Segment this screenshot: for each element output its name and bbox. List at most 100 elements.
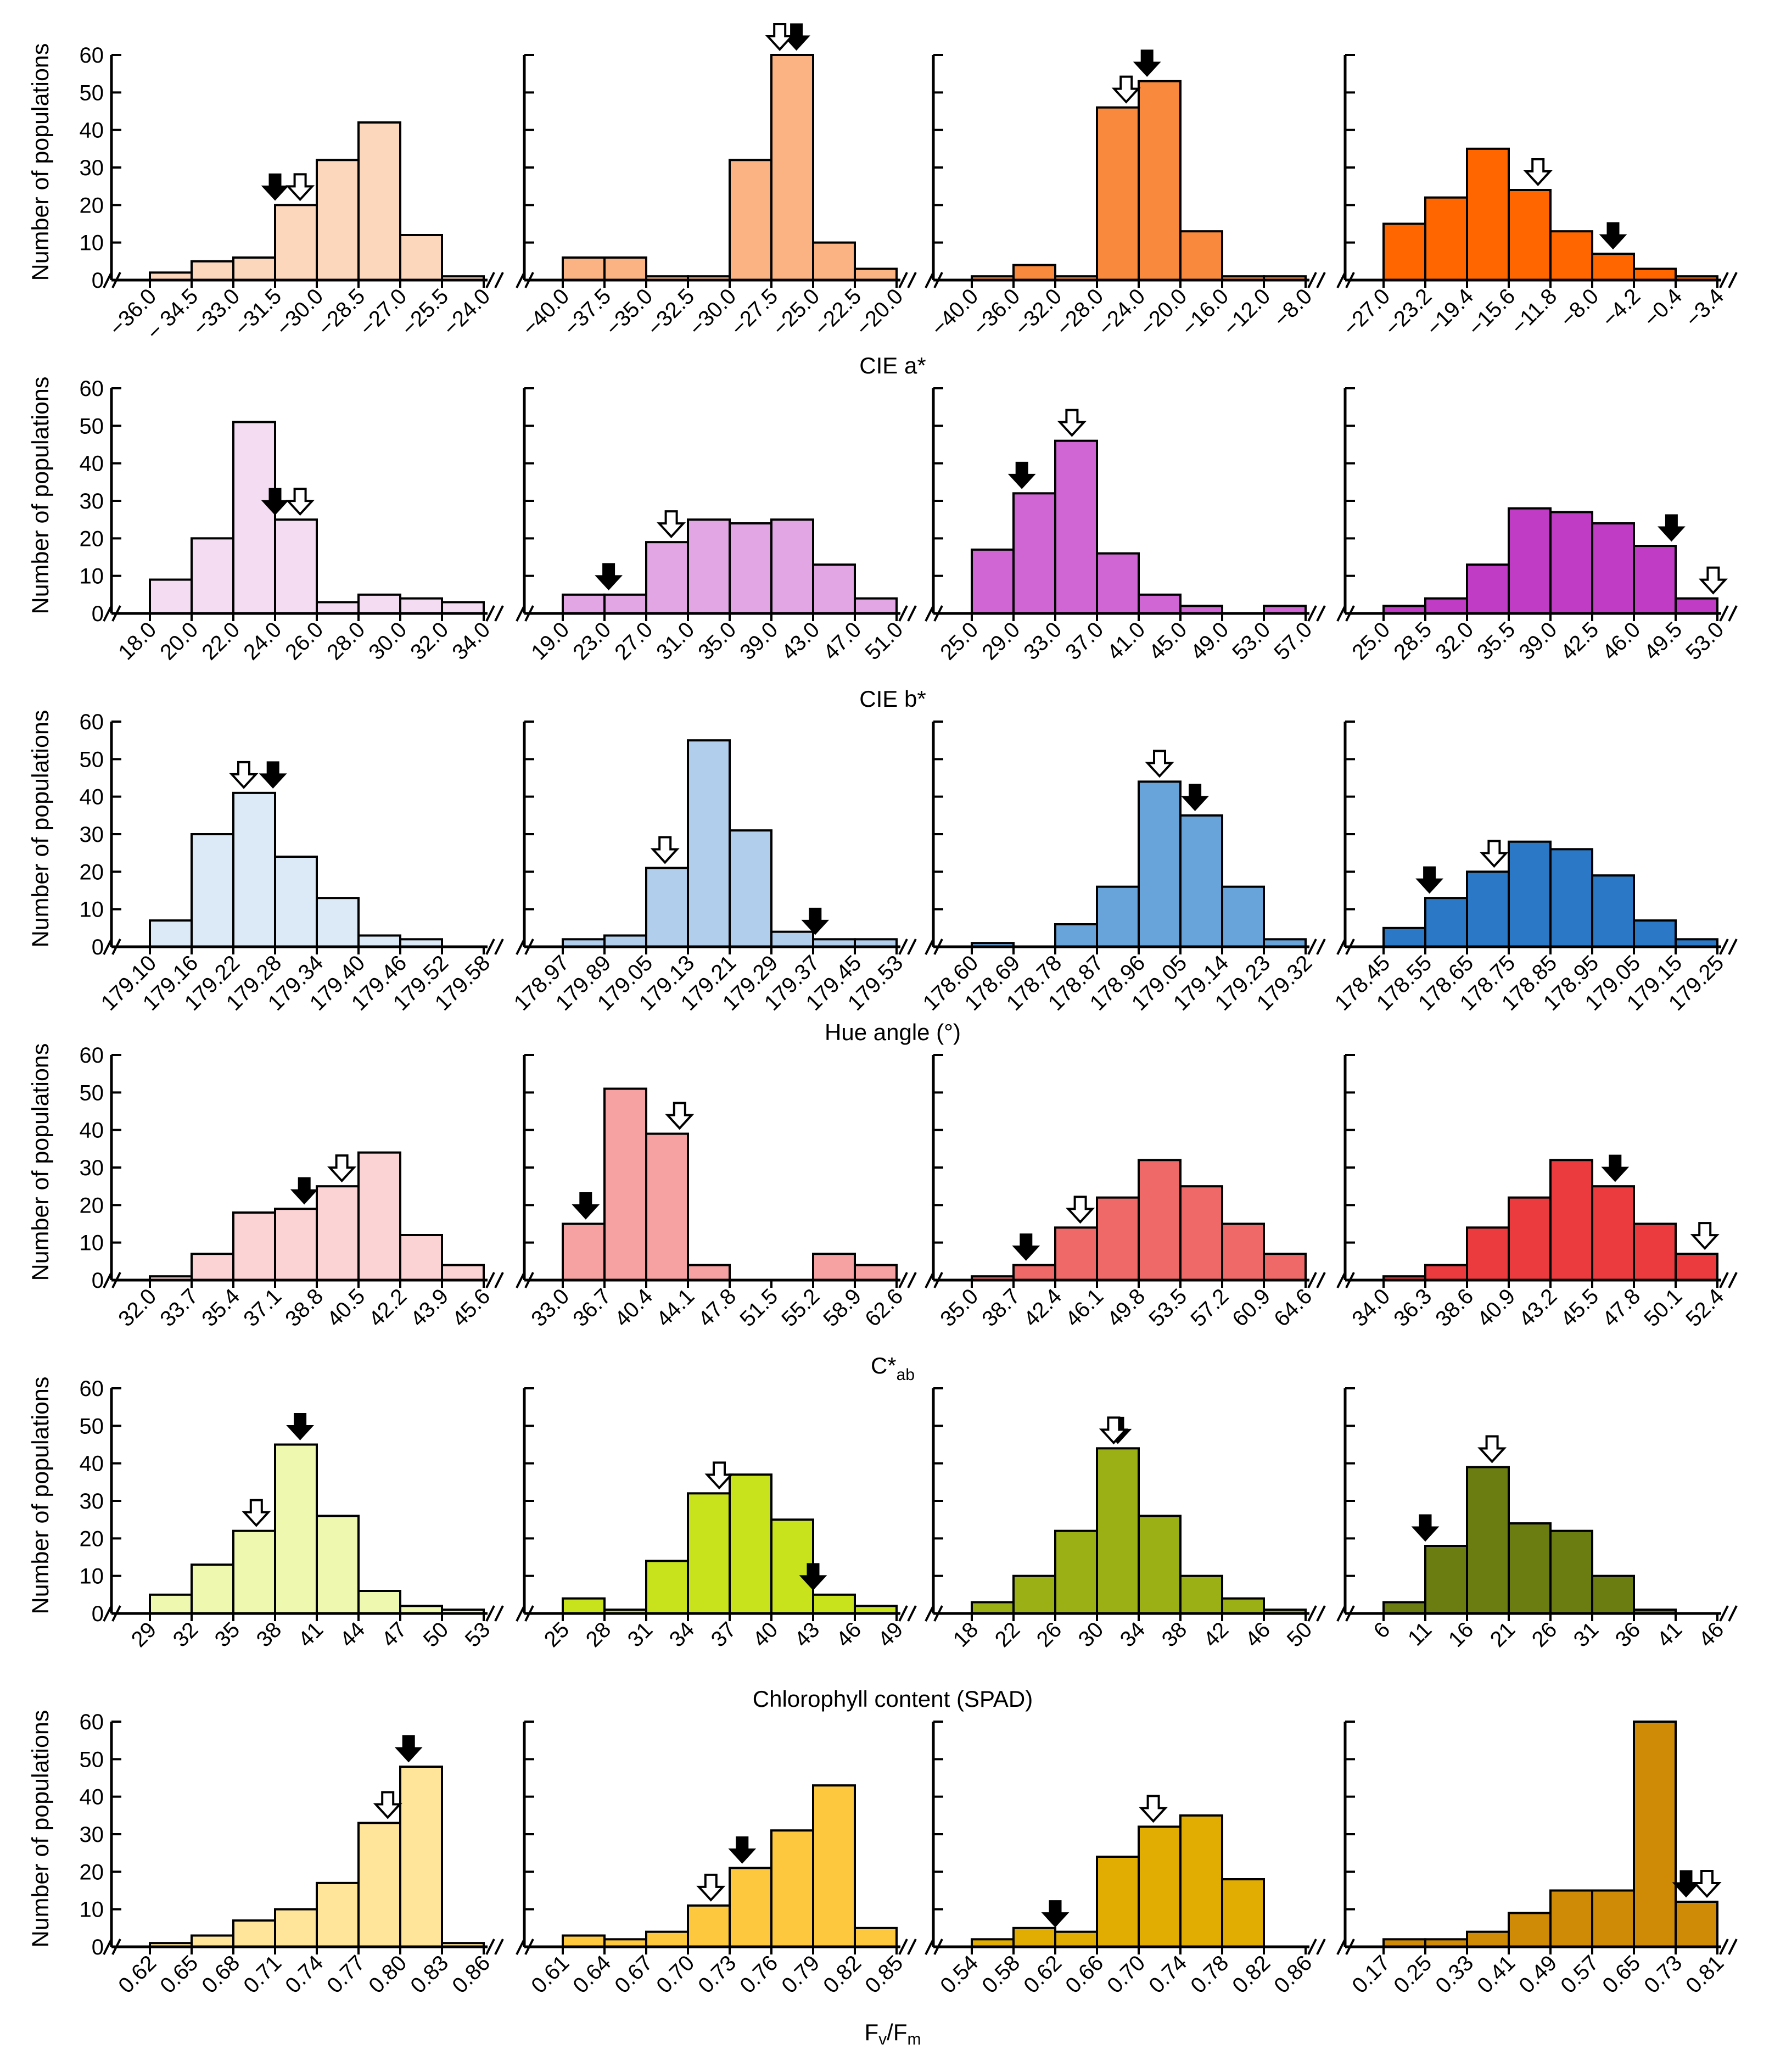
histogram-bar [603,256,647,281]
filled-arrow-marker [1007,461,1036,489]
histogram-bar [1012,1574,1056,1615]
x-tick-label: 21 [1486,1617,1520,1652]
x-tick-label: 0.41 [1473,1951,1520,1998]
x-tick-label: −8.0 [1555,284,1603,332]
x-tick-label: 62.6 [860,1284,908,1331]
x-tick-label: 35.4 [197,1284,244,1331]
histogram-bar [770,1518,814,1615]
filled-arrow-marker [1411,1514,1440,1542]
histogram-bar [1179,814,1223,948]
y-tick-label: 60 [80,377,104,401]
histogram-bar [191,1253,234,1282]
histogram-bar [971,548,1015,615]
histogram-bar [1508,1522,1552,1615]
histogram-bar [1549,1159,1593,1281]
x-tick-label: 53.0 [1681,617,1728,664]
filled-arrow-marker [259,761,287,789]
axis-break-mark [1307,1939,1326,1955]
x-tick-label: 36.7 [568,1284,615,1331]
y-tick-label: 20 [80,1860,104,1884]
x-tick-label: −28.0 [1052,284,1108,340]
x-tick-label: −20.0 [1135,284,1192,340]
y-tick-label: 10 [80,1231,104,1255]
x-tick-label: 0.25 [1389,1951,1436,1998]
y-tick-label: 60 [80,43,104,68]
histogram-bar [1591,1889,1635,1948]
x-tick-label: 0.54 [936,1951,983,1998]
x-tick-label: 35.0 [936,1284,983,1331]
x-tick-label: 31 [1569,1617,1604,1652]
histogram-bar [1508,507,1552,615]
histogram-bar [1096,885,1140,948]
histogram-bar [1424,1264,1468,1282]
x-tick-label: 45.6 [447,1284,495,1331]
x-tick-label: 36 [1611,1617,1645,1652]
y-tick-label: 10 [80,1898,104,1922]
x-tick-label: 46 [1241,1617,1275,1652]
histogram-bar [562,1597,606,1615]
axis-break-mark [1719,939,1738,955]
axis-break-mark [1336,939,1355,955]
histogram-bar [562,593,606,615]
open-arrow-marker [765,23,794,51]
y-tick-label: 20 [80,1527,104,1551]
y-axis-label: Number of populations [27,377,54,615]
y-tick-label: 40 [80,1452,104,1476]
filled-arrow-marker [572,1192,600,1220]
histogram-bar [729,1473,772,1615]
x-tick-label: 32 [169,1617,203,1652]
axis-break-mark [1719,605,1738,622]
axis-break-mark [898,1939,917,1955]
histogram-panel: −40.0−36.0−32.0−28.0−24.0−20.0−16.0−12.0… [925,49,1326,340]
open-arrow-marker [229,761,259,789]
histogram-bar [232,1211,276,1281]
open-arrow-marker [1690,1222,1720,1250]
histogram-bar [603,1087,647,1281]
x-tick-label: 0.68 [197,1951,244,1998]
axis-break-mark [485,1939,504,1955]
histogram-bar [1466,1466,1510,1615]
x-tick-label: −27.5 [726,284,783,340]
histogram-bar [1179,230,1223,281]
y-tick-label: 30 [80,1823,104,1847]
x-tick-label: 25.0 [1347,617,1395,664]
x-tick-label: 40.9 [1473,1284,1520,1331]
x-tick-label: 37 [707,1617,741,1652]
open-arrow-marker [373,1791,402,1819]
histogram-bar [1096,1196,1140,1282]
x-tick-label: 46.0 [1598,617,1645,664]
x-tick-label: 60.9 [1228,1284,1275,1331]
x-tick-label: −40.0 [927,284,983,340]
axis-break-mark [485,272,504,288]
x-tick-label: 45.5 [1556,1284,1603,1331]
x-tick-label: 57.2 [1186,1284,1233,1331]
x-tick-label: 39.0 [1514,617,1561,664]
histogram-bar [1138,780,1182,948]
y-tick-label: 10 [80,565,104,589]
histogram-panel: 18 22 26 30 34 38 42 46 50 [925,1387,1326,1652]
histogram-bar [1179,1814,1223,1948]
y-axis-label: Number of populations [27,1377,54,1615]
x-tick-label: 0.83 [406,1951,453,1998]
histogram-bar [1591,522,1635,615]
y-tick-label: 60 [80,710,104,734]
x-tick-label: 51.5 [735,1284,782,1331]
x-tick-label: 0.58 [977,1951,1024,1998]
histogram-bar [1675,1901,1718,1948]
x-tick-label: 45.0 [1144,617,1191,664]
histogram-bar [770,54,814,281]
axis-break-mark [485,1605,504,1622]
x-tick-label: 28.0 [322,617,369,664]
x-tick-label: 0.86 [1269,1951,1317,1998]
histogram-bar [562,1934,606,1948]
histogram-bar [1054,439,1098,615]
axis-break-mark [485,605,504,622]
x-tick-label: 0.65 [1598,1951,1645,1998]
histogram-bar [1012,1264,1056,1282]
x-tick-label: −32.5 [643,284,699,340]
x-tick-label: 25.0 [936,617,983,664]
histogram-bar [357,934,401,948]
open-arrow-marker [704,1461,734,1490]
filled-arrow-marker [261,488,289,516]
